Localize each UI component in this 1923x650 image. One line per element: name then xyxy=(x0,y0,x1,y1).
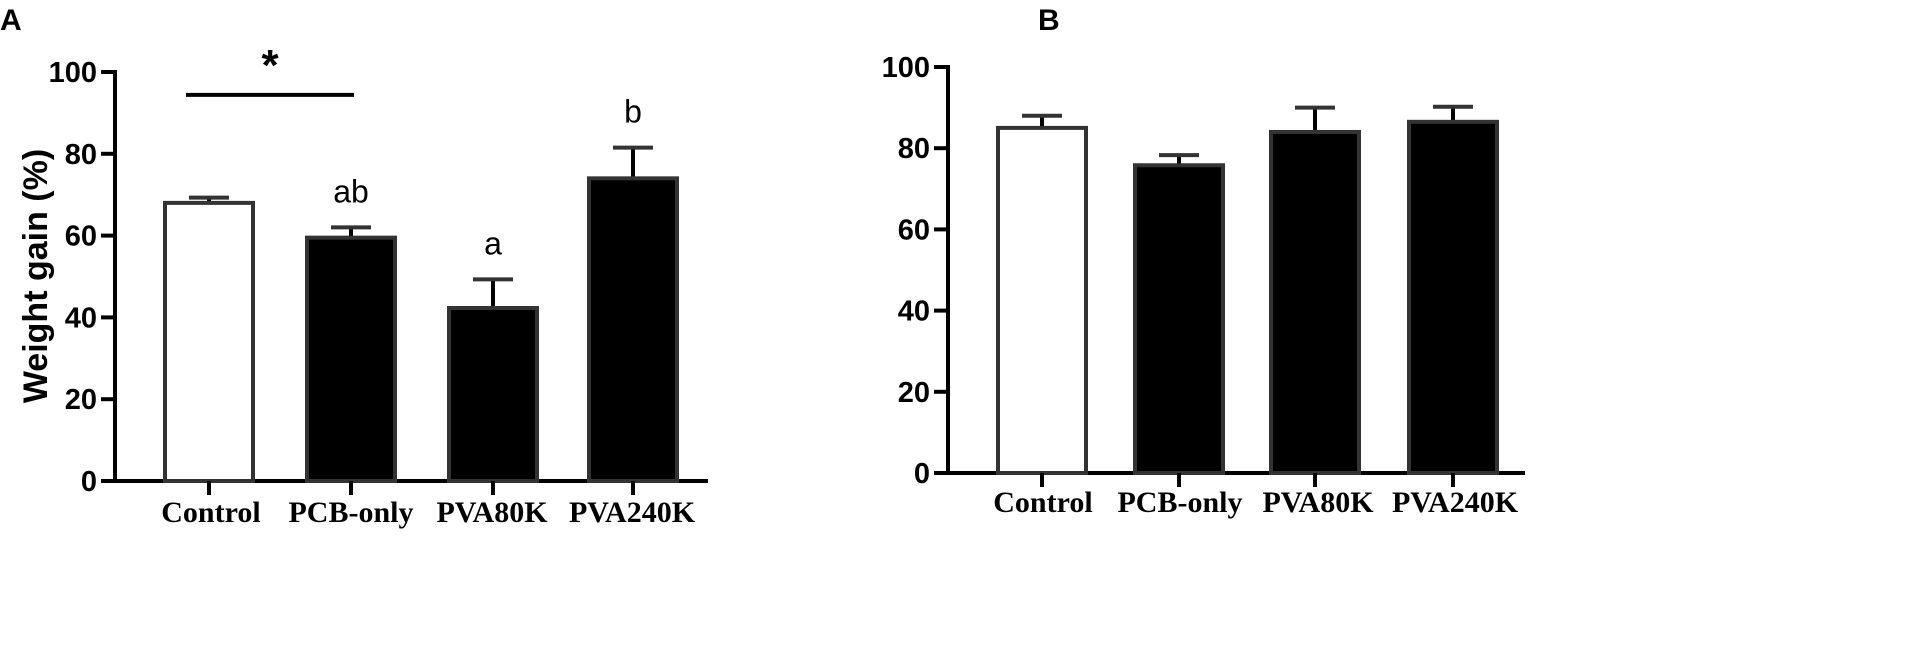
bar xyxy=(1133,163,1225,475)
group-letter-label: a xyxy=(484,225,502,261)
y-axis-label: Weight gain (%) xyxy=(17,149,55,403)
y-tick-label: 20 xyxy=(65,384,97,416)
chart-panel-a: A Weight gain (%) 0 20 40 60 80 100 Control PCB-o… xyxy=(0,4,708,529)
x-tick-label: Control xyxy=(161,496,260,529)
bar xyxy=(1407,119,1499,475)
y-tick-label: 20 xyxy=(898,377,930,409)
panel-label: B xyxy=(1038,4,1060,37)
x-tick-label: PVA240K xyxy=(1392,486,1519,519)
chart-panel-b: BSurvival (%)020406080100ControlPCB-only… xyxy=(882,4,1525,519)
bar xyxy=(587,176,679,483)
bar xyxy=(1269,129,1361,476)
y-tick-label: 40 xyxy=(65,302,97,334)
y-tick-label: 40 xyxy=(898,296,930,328)
x-tick-label: PCB-only xyxy=(1117,486,1242,519)
x-tick-label: PVA80K xyxy=(1262,486,1374,519)
x-tick-label: PCB-only xyxy=(288,496,413,529)
y-tick-label: 60 xyxy=(65,221,97,253)
x-tick-label: PVA80K xyxy=(436,496,548,529)
bar xyxy=(447,305,539,484)
y-tick-label: 80 xyxy=(898,133,930,165)
y-tick-label: 100 xyxy=(882,52,930,84)
significance-marker: * xyxy=(261,41,279,90)
bar xyxy=(163,200,255,483)
group-letter-label: b xyxy=(624,94,642,130)
y-tick-label: 100 xyxy=(49,57,97,89)
y-tick-label: 80 xyxy=(65,139,97,171)
y-tick-label: 60 xyxy=(898,214,930,246)
bar xyxy=(996,125,1088,476)
group-letter-label: ab xyxy=(333,173,369,209)
bar xyxy=(305,235,397,483)
x-tick-label: Control xyxy=(993,486,1092,519)
y-tick-label: 0 xyxy=(914,458,930,490)
x-tick-label: PVA240K xyxy=(569,496,696,529)
y-tick-label: 0 xyxy=(81,466,97,498)
panel-label: A xyxy=(0,4,22,37)
